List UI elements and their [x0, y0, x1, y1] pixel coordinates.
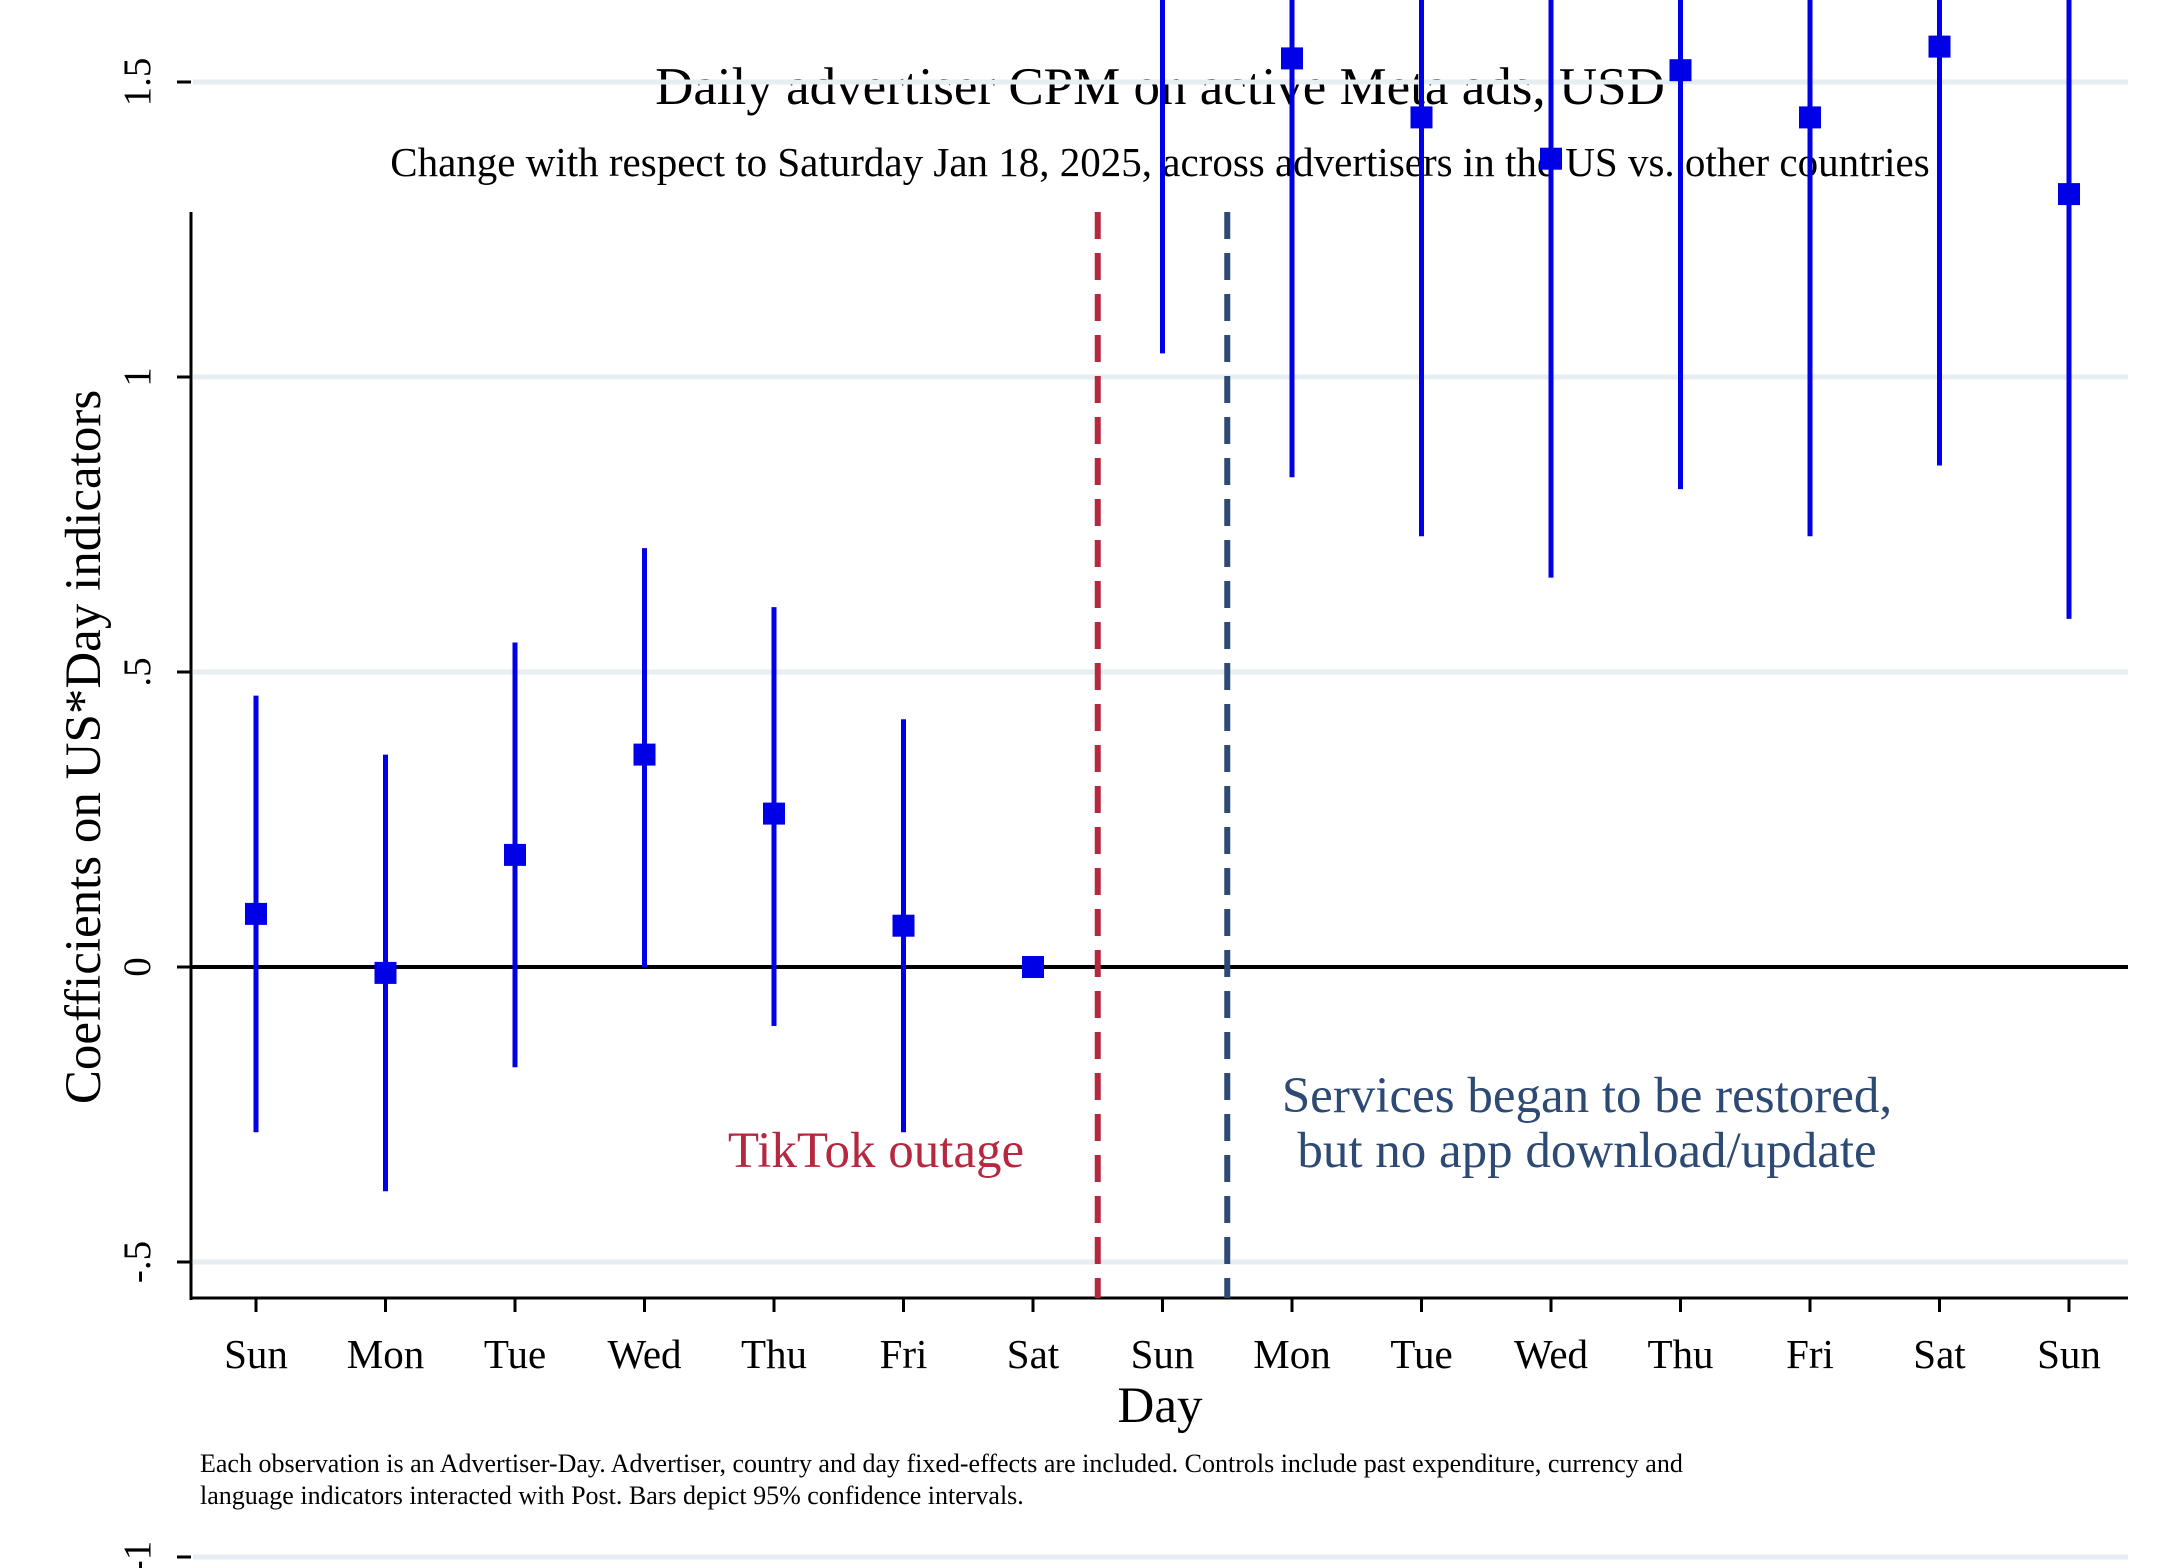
data-point-marker [504, 843, 526, 866]
footnote: Each observation is an Advertiser-Day. A… [200, 1448, 2120, 1512]
x-tick-label: Tue [484, 1331, 546, 1377]
x-tick-label: Mon [1253, 1331, 1330, 1377]
x-axis-ticks: Sun Mon Tue Wed Thu Fri Sat Sun Mon Tue Wed Thu Fri S… [224, 1298, 2101, 1377]
y-axis-title: Coefficients on US*Day indicators [56, 390, 112, 1104]
x-tick-label: Thu [741, 1331, 807, 1377]
x-tick-label: Tue [1390, 1331, 1452, 1377]
x-tick-label: Fri [880, 1331, 928, 1377]
x-tick-label: Mon [347, 1331, 424, 1377]
data-point-marker [1410, 106, 1433, 129]
x-tick-label: Sat [1913, 1331, 1966, 1377]
footnote-line1: Each observation is an Advertiser-Day. A… [200, 1449, 1683, 1478]
data-point-marker [892, 914, 915, 937]
gridlines [193, 79, 2128, 1560]
data-point-marker [1928, 35, 1951, 58]
y-tick-label: 1.5 [116, 58, 159, 107]
y-tick-label: 0 [116, 957, 159, 977]
y-tick-label: -1 [116, 1541, 159, 1568]
data-point-marker [374, 961, 397, 984]
services-restored-label-line2: but no app download/update [1297, 1123, 1876, 1179]
services-restored-label-line1: Services began to be restored, [1282, 1068, 1892, 1124]
data-point-marker [245, 902, 267, 925]
data-point-marker [763, 802, 785, 825]
x-tick-label: Sun [2037, 1331, 2101, 1377]
data-point-marker [1022, 956, 1044, 978]
y-tick-label: 1 [116, 367, 159, 387]
data-points [245, 0, 2080, 1192]
x-tick-label: Sun [224, 1331, 288, 1377]
x-tick-label: Sat [1007, 1331, 1060, 1377]
y-tick-label: -.5 [116, 1241, 159, 1283]
data-point-marker [1281, 47, 1303, 70]
tiktok-outage-label: TikTok outage [728, 1123, 1024, 1179]
footnote-line2: language indicators interacted with Post… [200, 1481, 1024, 1510]
data-point-marker [1540, 147, 1562, 170]
x-tick-label: Wed [607, 1331, 681, 1377]
x-tick-label: Wed [1514, 1331, 1588, 1377]
data-point-marker [1669, 59, 1692, 82]
data-point-marker [1799, 106, 1821, 129]
data-point-marker [633, 743, 656, 766]
y-tick-label: .5 [116, 657, 159, 686]
x-tick-label: Sun [1131, 1331, 1195, 1377]
x-tick-label: Thu [1647, 1331, 1713, 1377]
data-point-marker [2058, 183, 2080, 206]
x-axis-title: Day [1118, 1378, 1203, 1434]
x-tick-label: Fri [1786, 1331, 1834, 1377]
y-axis-ticks: -1-.50.511.522.5 [116, 58, 191, 1568]
